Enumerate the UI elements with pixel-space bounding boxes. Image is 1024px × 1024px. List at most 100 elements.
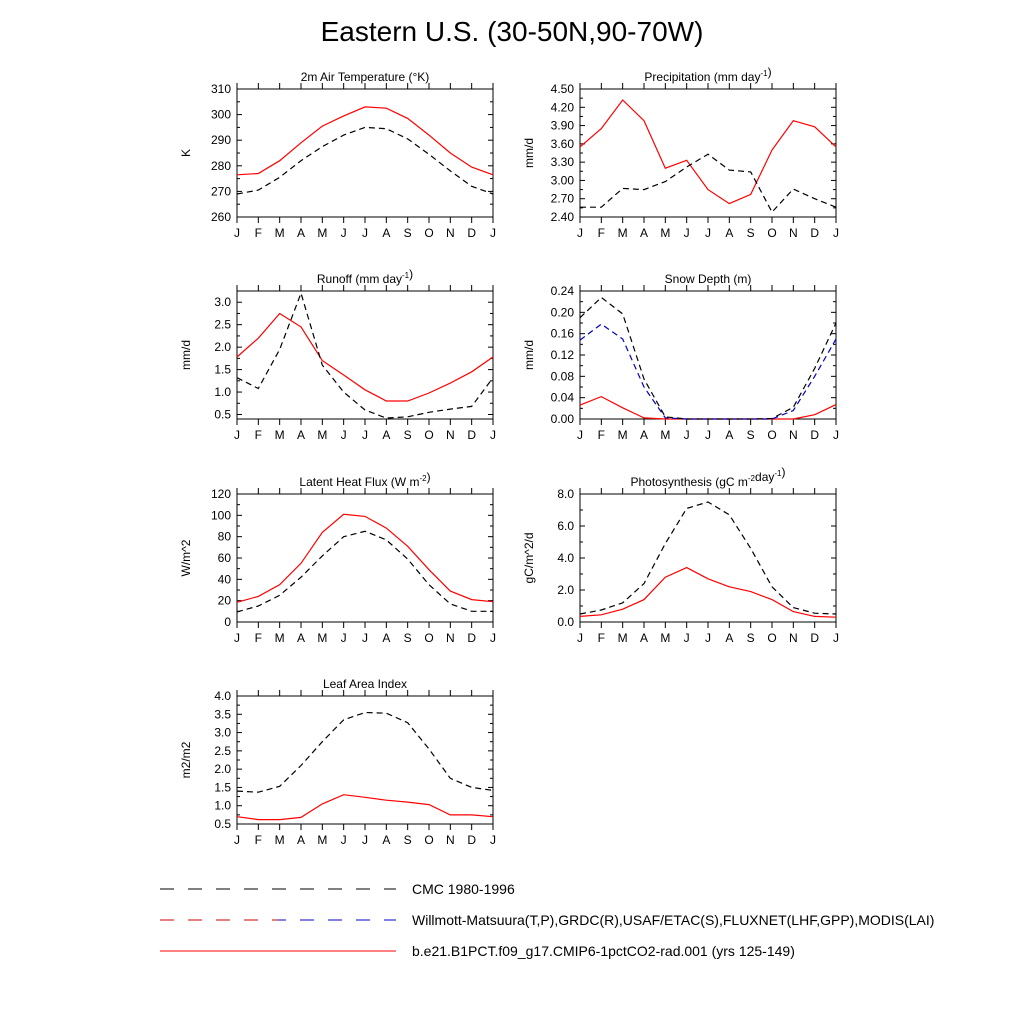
plot-frame: [236, 290, 494, 420]
y-tick-label: 2.5: [214, 744, 231, 758]
series-line-model: [236, 513, 494, 603]
x-tick-label: D: [810, 226, 819, 240]
x-tick-label: J: [705, 631, 711, 645]
legend-swatch-model: [160, 950, 396, 952]
x-tick-label: J: [362, 631, 368, 645]
y-tick-label: 0.5: [214, 408, 231, 422]
x-tick-label: M: [317, 631, 327, 645]
series-line-model: [579, 566, 837, 618]
plot-frame: [236, 88, 494, 218]
x-tick-label: D: [467, 631, 476, 645]
y-tick-label: 0: [224, 615, 231, 629]
x-tick-label: M: [275, 631, 285, 645]
y-tick-label: 3.0: [214, 295, 231, 309]
y-tick-label: 310: [211, 82, 231, 96]
y-tick-label: 1.5: [214, 780, 231, 794]
chart-panel: Snow Depth (m) mm/d 0.00 0.04 0.08 0.12 0.16 0.…: [522, 272, 839, 442]
x-tick-label: M: [660, 226, 670, 240]
chart-title: Precipitation (mm day-1): [644, 65, 771, 84]
legend-item-model: b.e21.B1PCT.f09_g17.CMIP6-1pctCO2-rad.00…: [160, 942, 980, 962]
x-tick-label: M: [275, 833, 285, 847]
plot-frame: [579, 88, 837, 218]
x-tick-label: J: [341, 226, 347, 240]
x-tick-label: A: [382, 833, 390, 847]
chart-panel: 2m Air Temperature (°K) K 260 270 280 290 300 3…: [179, 70, 496, 240]
y-axis-label: mm/d: [522, 340, 536, 370]
x-tick-label: J: [490, 631, 496, 645]
y-tick-label: 260: [211, 210, 231, 224]
x-tick-label: J: [234, 833, 240, 847]
x-tick-label: N: [789, 428, 798, 442]
y-tick-label: 300: [211, 108, 231, 122]
series-line-obs: [236, 530, 493, 613]
series-line-obs: [579, 323, 837, 420]
y-tick-label: 120: [211, 487, 231, 501]
series-line-model: [236, 106, 494, 176]
x-tick-label: J: [577, 631, 583, 645]
legend-label-obs: Willmott-Matsuura(T,P),GRDC(R),USAF/ETAC…: [412, 912, 935, 928]
x-tick-label: M: [618, 428, 628, 442]
y-tick-label: 0.04: [551, 391, 575, 405]
chart-panel: Runoff (mm day-1) mm/d 0.5 1.0 1.5 2.0 2.5 3.0 J…: [179, 267, 496, 442]
chart-title: Leaf Area Index: [323, 677, 407, 691]
series-line-obs: [236, 291, 494, 419]
x-tick-label: A: [297, 631, 305, 645]
x-tick-label: F: [255, 428, 262, 442]
x-tick-label: J: [490, 226, 496, 240]
x-tick-label: A: [297, 833, 305, 847]
y-axis-label: m2/m2: [179, 741, 193, 778]
x-tick-label: A: [382, 226, 390, 240]
y-tick-label: 2.40: [551, 210, 575, 224]
series-line-model: [579, 395, 837, 420]
x-tick-label: O: [424, 226, 433, 240]
charts-canvas: 2m Air Temperature (°K) K 260 270 280 290 300 3…: [179, 65, 839, 847]
x-tick-label: M: [618, 226, 628, 240]
chart-panel: Precipitation (mm day-1) mm/d 2.40 2.70 3.00…: [522, 65, 839, 240]
x-tick-label: J: [684, 428, 690, 442]
x-tick-label: F: [598, 226, 605, 240]
y-tick-label: 4.20: [551, 100, 575, 114]
x-tick-label: J: [234, 226, 240, 240]
x-tick-label: A: [382, 428, 390, 442]
series-line-obs: [236, 126, 494, 195]
x-tick-label: J: [577, 226, 583, 240]
y-tick-label: 290: [211, 133, 231, 147]
x-tick-label: O: [767, 226, 776, 240]
x-tick-label: F: [255, 631, 262, 645]
x-tick-label: N: [446, 631, 455, 645]
x-tick-label: D: [810, 631, 819, 645]
series-line-model: [579, 99, 837, 205]
chart-title: Runoff (mm day-1): [317, 267, 413, 286]
chart-title: Photosynthesis (gC m-2day-1): [631, 465, 786, 489]
y-axis-label: W/m^2: [179, 539, 193, 576]
x-tick-label: S: [404, 428, 412, 442]
y-tick-label: 0.16: [551, 327, 575, 341]
chart-panel: Latent Heat Flux (W m-2) W/m^2 0 20 40 60 80 10…: [179, 470, 496, 645]
x-tick-label: S: [404, 226, 412, 240]
series-line-model: [236, 794, 494, 821]
series-line-obs: [579, 501, 837, 615]
series-line-obs: [236, 711, 494, 793]
y-tick-label: 3.30: [551, 155, 575, 169]
x-tick-label: M: [660, 428, 670, 442]
x-tick-label: M: [275, 428, 285, 442]
x-tick-label: A: [725, 428, 733, 442]
x-tick-label: F: [255, 833, 262, 847]
y-tick-label: 100: [211, 508, 231, 522]
x-tick-label: A: [640, 226, 648, 240]
x-tick-label: J: [362, 833, 368, 847]
x-tick-label: J: [705, 226, 711, 240]
y-tick-label: 4.50: [551, 82, 575, 96]
x-tick-label: O: [424, 428, 433, 442]
legend-item-cmc: CMC 1980-1996: [160, 880, 980, 900]
x-tick-label: O: [424, 631, 433, 645]
y-axis-label: mm/d: [179, 340, 193, 370]
x-tick-label: J: [833, 428, 839, 442]
x-tick-label: M: [618, 631, 628, 645]
y-tick-label: 2.0: [557, 583, 574, 597]
x-tick-label: A: [640, 631, 648, 645]
y-tick-label: 3.60: [551, 137, 575, 151]
x-tick-label: J: [234, 428, 240, 442]
y-tick-label: 0.0: [557, 615, 574, 629]
x-tick-label: J: [362, 226, 368, 240]
